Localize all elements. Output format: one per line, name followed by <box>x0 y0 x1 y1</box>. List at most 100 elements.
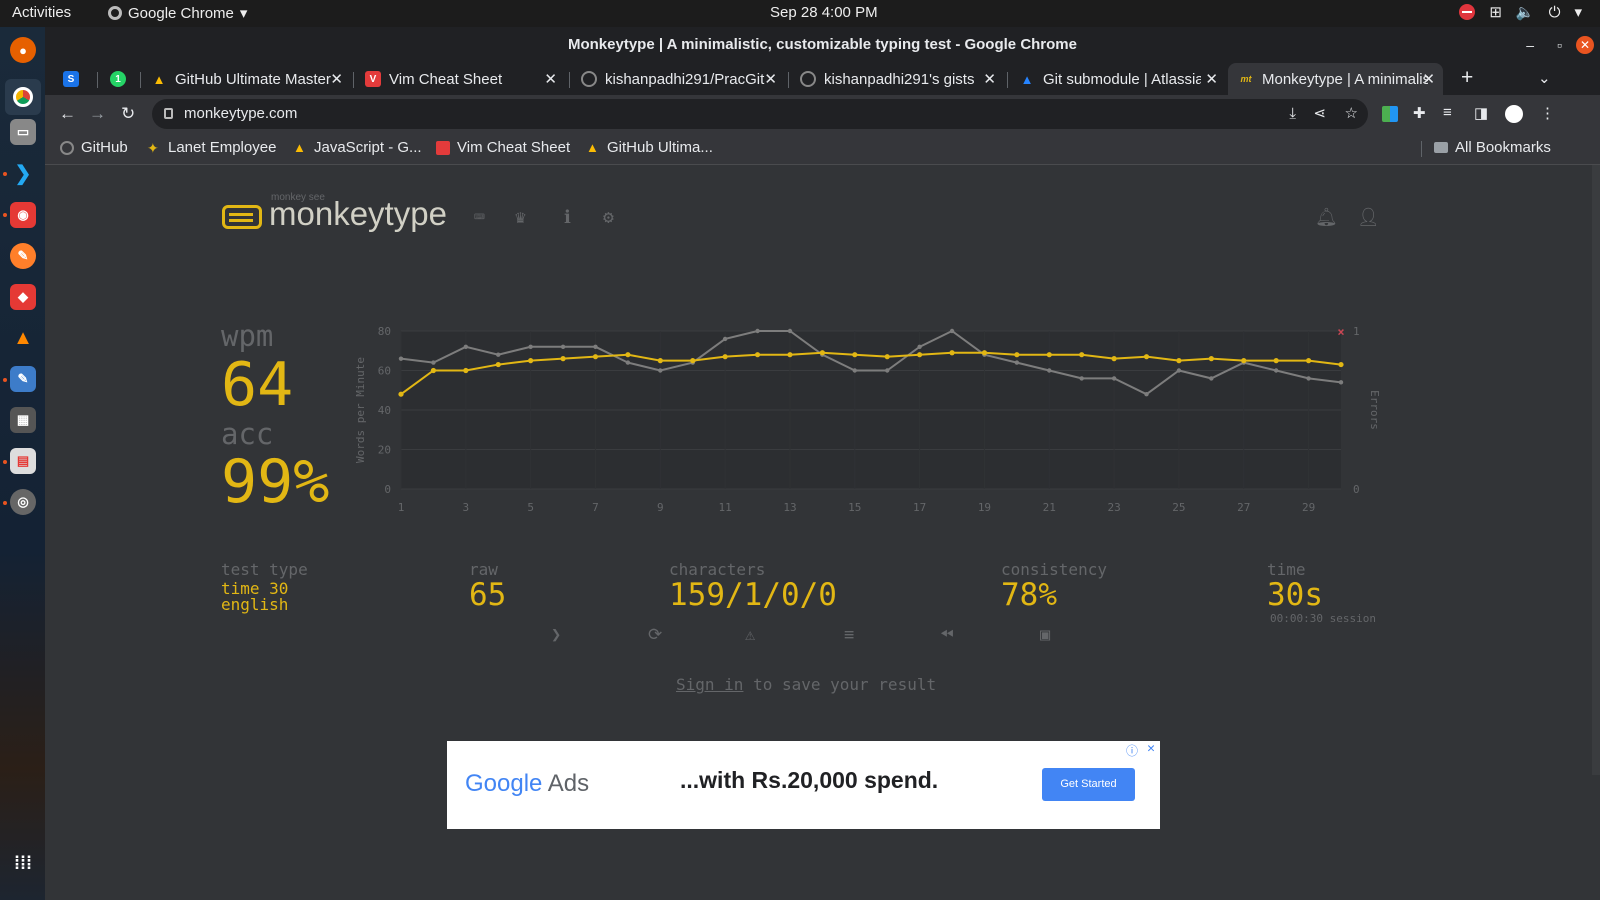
logo-text[interactable]: monkeytype <box>269 195 447 232</box>
scrollbar[interactable] <box>1592 165 1600 775</box>
crown-icon[interactable]: ♛ <box>515 207 526 228</box>
settings-icon[interactable]: ◎ <box>10 489 36 515</box>
text-editor-icon[interactable]: ✎ <box>10 366 36 392</box>
close-window-button[interactable]: ✕ <box>1576 36 1594 54</box>
keyboard-icon[interactable]: ⌨ <box>474 207 485 228</box>
time-label: time <box>1267 560 1306 579</box>
tab-gists[interactable]: kishanpadhi291's gists ✕ <box>790 63 1004 95</box>
signin-prompt: Sign in to save your result <box>676 675 936 694</box>
signin-link[interactable]: Sign in <box>676 675 744 694</box>
new-tab-button[interactable]: + <box>1461 66 1474 89</box>
side-panel-icon[interactable]: ◨ <box>1474 105 1489 122</box>
reload-button[interactable]: ↻ <box>121 104 136 123</box>
ads-wordmark: Ads <box>542 770 590 797</box>
google-ad-banner[interactable]: Google Ads ...with Rs.20,000 spend. Get … <box>447 741 1160 829</box>
tab-pracgit[interactable]: kishanpadhi291/PracGit ✕ <box>571 63 785 95</box>
lanet-icon: ✦ <box>147 139 159 156</box>
forward-button[interactable]: → <box>89 104 106 123</box>
postman-icon[interactable]: ✎ <box>10 243 36 269</box>
error-marker: × <box>1337 325 1344 339</box>
clock[interactable]: Sep 28 4:00 PM <box>770 4 878 21</box>
tab-close-icon[interactable]: ✕ <box>544 71 557 88</box>
browser-window: Monkeytype | A minimalistic, customizabl… <box>45 27 1600 900</box>
user-icon[interactable]: 👤︎ <box>1357 207 1380 228</box>
gear-icon[interactable]: ⚙ <box>603 207 614 228</box>
firefox-icon[interactable]: ● <box>10 37 36 63</box>
bookmark-lanet[interactable]: ✦ Lanet Employee <box>147 139 276 156</box>
bookmark-github[interactable]: GitHub <box>60 139 128 156</box>
reading-list-icon[interactable]: ≡ <box>1443 104 1452 121</box>
warning-icon[interactable]: ⚠ <box>745 625 756 645</box>
tab-pinned-s[interactable]: S <box>53 63 97 95</box>
chrome-dock-icon[interactable] <box>5 79 41 115</box>
bookmark-star-icon[interactable]: ☆ <box>1344 105 1358 122</box>
tab-github-ultimate[interactable]: ▲ GitHub Ultimate Master ✕ <box>141 63 351 95</box>
activities-button[interactable]: Activities <box>12 4 72 21</box>
tab-git-submodule[interactable]: ▲ Git submodule | Atlassian ✕ <box>1009 63 1226 95</box>
data-point-wpm <box>495 361 501 368</box>
vim-icon <box>436 140 450 155</box>
tab-close-icon[interactable]: ✕ <box>983 71 996 88</box>
bookmark-javascript[interactable]: ▲ JavaScript - G... <box>293 139 422 156</box>
app-grid-icon[interactable]: ⁞⁞⁞ <box>14 852 32 873</box>
back-button[interactable]: ← <box>59 104 76 123</box>
vscode-icon[interactable]: ❯ <box>14 162 32 185</box>
data-point-raw <box>1209 376 1214 381</box>
extensions-puzzle-icon[interactable]: ✚ <box>1413 105 1426 122</box>
system-tray[interactable]: ⊞ 🔈 ⏻ ▾ <box>1459 3 1582 21</box>
screenshot-icon[interactable]: ▤ <box>10 448 36 474</box>
calculator-icon[interactable]: ▦ <box>10 407 36 433</box>
bookmark-github-ultimate[interactable]: ▲ GitHub Ultima... <box>586 139 713 156</box>
tab-close-icon[interactable]: ✕ <box>330 71 343 88</box>
bookmark-vim[interactable]: Vim Cheat Sheet <box>436 139 570 156</box>
minimize-button[interactable]: – <box>1526 37 1534 53</box>
install-app-icon[interactable]: ⤓ <box>1289 105 1296 122</box>
tab-search-chevron-icon[interactable]: ⌄ <box>1538 70 1551 87</box>
tab-close-icon[interactable]: ✕ <box>764 71 777 88</box>
profile-avatar-icon[interactable] <box>1505 105 1523 123</box>
next-test-icon[interactable]: ❯ <box>551 625 562 645</box>
data-point-raw <box>1306 376 1311 381</box>
info-icon[interactable]: ℹ <box>564 207 571 228</box>
ad-close-icon[interactable]: ✕ <box>1147 741 1155 756</box>
files-icon[interactable]: ▭ <box>10 119 36 145</box>
maximize-button[interactable]: ▫ <box>1557 37 1562 53</box>
share-icon[interactable]: ⋖ <box>1313 105 1326 122</box>
data-point-wpm <box>657 358 663 364</box>
extension-icon[interactable] <box>1382 106 1398 122</box>
tab-monkeytype[interactable]: mt Monkeytype | A minimalistic ✕ <box>1228 63 1443 95</box>
y-tick-label: 80 <box>378 325 391 338</box>
tab-close-icon[interactable]: ✕ <box>1205 71 1218 88</box>
tab-title: Git submodule | Atlassian <box>1043 70 1201 88</box>
replay-icon[interactable]: ⏪︎ <box>940 625 954 645</box>
bell-icon[interactable]: 🔔︎ <box>1315 207 1338 228</box>
data-point-wpm <box>949 350 955 356</box>
data-point-wpm <box>1338 361 1344 368</box>
anydesk-icon[interactable]: ◆ <box>10 284 36 310</box>
data-point-wpm <box>592 354 599 360</box>
ad-info-icon[interactable]: ⓘ <box>1125 744 1138 758</box>
chat-app-icon[interactable]: ◉ <box>10 202 36 228</box>
app-menu[interactable]: Google Chrome ▾ <box>108 4 247 22</box>
address-bar[interactable]: monkeytype.com ⤓ ⋖ ☆ <box>152 99 1368 129</box>
data-point-raw <box>1014 360 1020 365</box>
screenshot-icon[interactable]: ▣ <box>1040 625 1051 645</box>
get-started-button[interactable]: Get Started <box>1042 768 1135 801</box>
x-tick-label: 15 <box>848 501 861 514</box>
tab-vim-cheat-sheet[interactable]: V Vim Cheat Sheet ✕ <box>355 63 565 95</box>
monkeytype-logo-icon[interactable] <box>222 205 262 229</box>
y2-axis-label: Errors <box>1368 390 1381 430</box>
window-title: Monkeytype | A minimalistic, customizabl… <box>567 36 1077 53</box>
data-point-wpm <box>1111 356 1117 362</box>
do-not-disturb-icon <box>1459 4 1476 20</box>
all-bookmarks[interactable]: All Bookmarks <box>1434 139 1551 156</box>
tab-close-icon[interactable]: ✕ <box>1422 71 1435 88</box>
bookmark-label: GitHub <box>81 139 128 156</box>
tab-pinned-whatsapp[interactable]: 1 <box>100 63 140 95</box>
restart-icon[interactable]: ⟳ <box>648 625 663 645</box>
menu-kebab-icon[interactable]: ⋮ <box>1540 105 1555 122</box>
data-point-wpm <box>528 358 534 364</box>
vlc-icon[interactable]: ▲ <box>13 326 33 349</box>
lock-icon <box>164 108 173 119</box>
words-history-icon[interactable]: ≡ <box>844 625 855 645</box>
